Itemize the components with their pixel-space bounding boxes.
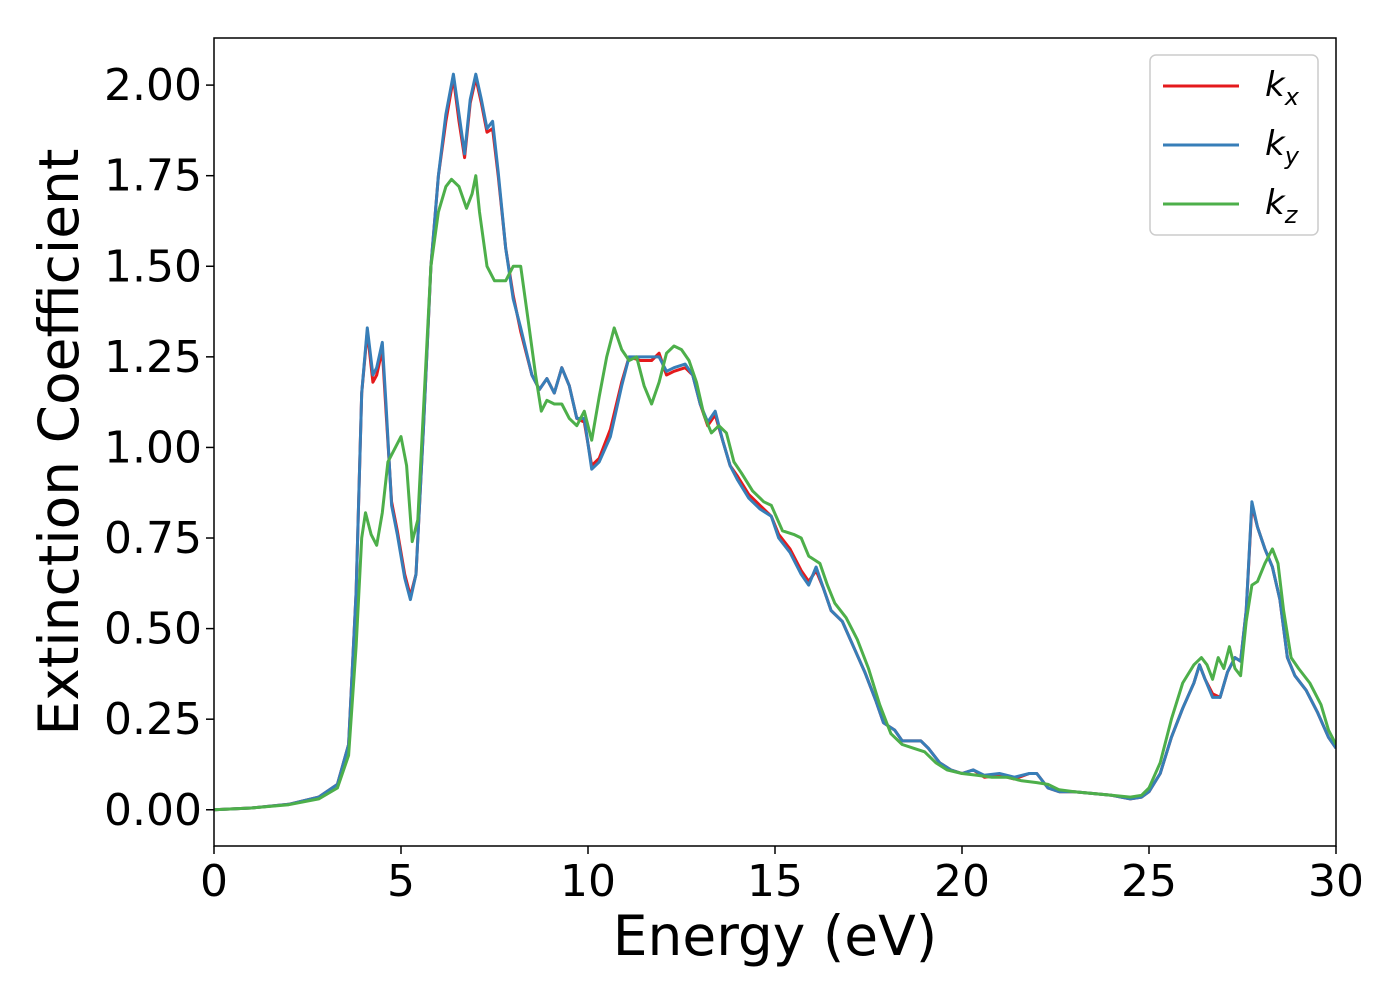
x-axis-ticks: 0 5 10 15 20 25 30 xyxy=(200,846,1364,907)
y-tick-label: 1.75 xyxy=(104,151,202,202)
y-tick-label: 1.50 xyxy=(104,241,202,292)
y-tick-label: 0.75 xyxy=(104,513,202,564)
y-tick-label: 2.00 xyxy=(104,60,202,111)
legend-label-x: kx xyxy=(1265,65,1300,111)
x-tick-label: 20 xyxy=(934,856,990,907)
series-line-y xyxy=(214,72,1336,812)
y-axis-title: Extinction Coefficient xyxy=(27,149,91,736)
legend: kx ky kz xyxy=(1149,54,1319,236)
y-tick-label: 1.25 xyxy=(104,332,202,383)
y-tick-label: 0.50 xyxy=(104,604,202,655)
y-tick-label: 0.25 xyxy=(104,694,202,745)
series-layer xyxy=(214,72,1336,812)
x-tick-label: 15 xyxy=(747,856,803,907)
y-tick-label: 1.00 xyxy=(104,422,202,473)
series-line-z xyxy=(214,174,1336,812)
x-axis-title: Energy (eV) xyxy=(613,904,937,968)
x-tick-label: 0 xyxy=(200,856,228,907)
y-axis-ticks: 0.00 0.25 0.50 0.75 1.00 1.25 1.50 1.75 2.00 xyxy=(104,60,214,836)
legend-label-z: kz xyxy=(1265,183,1299,229)
x-tick-label: 30 xyxy=(1308,856,1364,907)
x-tick-label: 5 xyxy=(387,856,415,907)
y-tick-label: 0.00 xyxy=(104,785,202,836)
x-tick-label: 25 xyxy=(1121,856,1177,907)
x-tick-label: 10 xyxy=(560,856,616,907)
legend-label-y: ky xyxy=(1265,124,1300,170)
